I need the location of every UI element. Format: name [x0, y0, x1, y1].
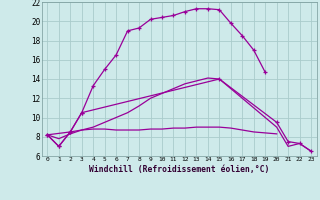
X-axis label: Windchill (Refroidissement éolien,°C): Windchill (Refroidissement éolien,°C)	[89, 165, 269, 174]
